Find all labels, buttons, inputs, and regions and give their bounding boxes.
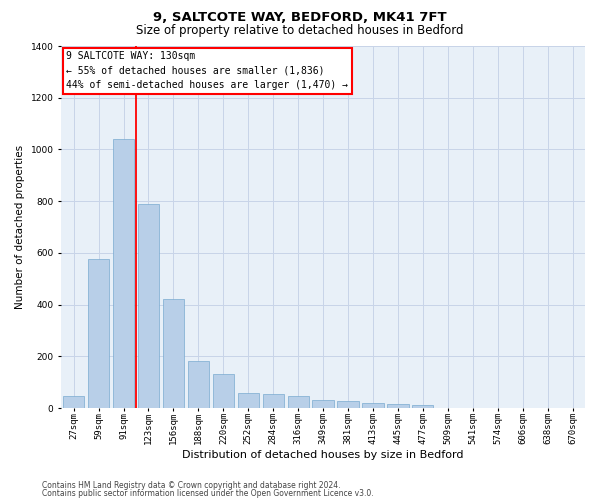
Bar: [263, 394, 284, 408]
Bar: [388, 404, 409, 408]
Bar: [188, 362, 209, 408]
Bar: [238, 392, 259, 408]
Text: Size of property relative to detached houses in Bedford: Size of property relative to detached ho…: [136, 24, 464, 37]
Bar: [88, 260, 109, 408]
Bar: [213, 374, 234, 408]
Text: 9 SALTCOTE WAY: 130sqm
← 55% of detached houses are smaller (1,836)
44% of semi-: 9 SALTCOTE WAY: 130sqm ← 55% of detached…: [67, 52, 349, 90]
Y-axis label: Number of detached properties: Number of detached properties: [15, 145, 25, 309]
Bar: [63, 396, 84, 408]
Bar: [313, 400, 334, 408]
Bar: [163, 300, 184, 408]
Bar: [412, 405, 433, 408]
Bar: [287, 396, 309, 408]
Bar: [138, 204, 159, 408]
Text: Contains public sector information licensed under the Open Government Licence v3: Contains public sector information licen…: [42, 489, 374, 498]
Bar: [337, 401, 359, 408]
Bar: [113, 139, 134, 408]
X-axis label: Distribution of detached houses by size in Bedford: Distribution of detached houses by size …: [182, 450, 464, 460]
Text: Contains HM Land Registry data © Crown copyright and database right 2024.: Contains HM Land Registry data © Crown c…: [42, 481, 341, 490]
Text: 9, SALTCOTE WAY, BEDFORD, MK41 7FT: 9, SALTCOTE WAY, BEDFORD, MK41 7FT: [153, 11, 447, 24]
Bar: [362, 403, 383, 408]
